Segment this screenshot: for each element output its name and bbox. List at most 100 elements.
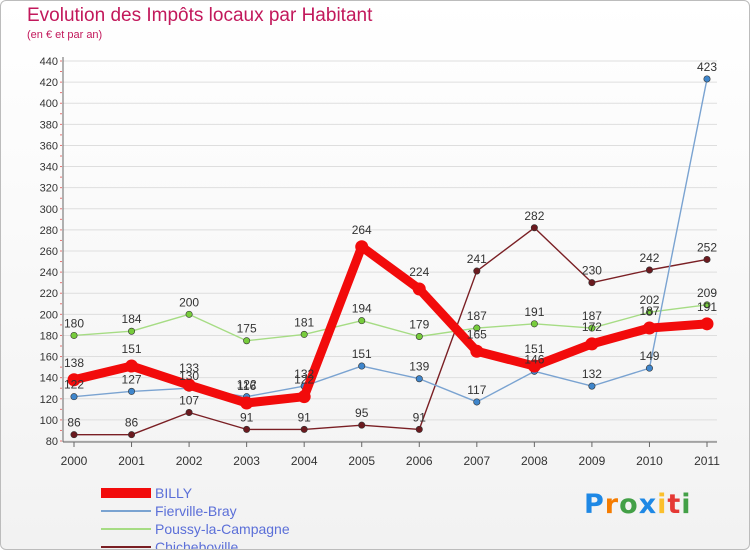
x-tick-label-2003: 2003: [233, 454, 260, 468]
point-billy-2001: [125, 359, 139, 373]
data-label-billy-2004: 122: [294, 373, 314, 387]
point-chicheboville-2010: [645, 266, 653, 274]
data-label-billy-2001: 151: [122, 342, 142, 356]
legend-item-chicheboville: Chicheboville: [101, 539, 341, 549]
data-label-chicheboville-2000: 86: [67, 416, 81, 430]
point-fierville-bray-2005: [358, 362, 366, 370]
data-label-poussy-la-campagne-2001: 184: [122, 312, 142, 326]
x-tick-label-2009: 2009: [579, 454, 606, 468]
data-label-billy-2007: 165: [467, 327, 487, 341]
logo-letter: t: [667, 489, 682, 520]
data-label-billy-2003: 116: [237, 379, 256, 393]
data-label-chicheboville-2011: 252: [697, 240, 717, 254]
point-billy-2009: [585, 337, 599, 351]
data-label-chicheboville-2003: 91: [240, 410, 254, 424]
point-billy-2003: [240, 396, 254, 410]
point-billy-2002: [182, 378, 196, 392]
series-lines: [67, 75, 714, 439]
series-line-billy: [69, 242, 712, 408]
point-billy-2008: [527, 359, 541, 373]
logo-letter: i: [657, 489, 668, 520]
point-poussy-la-campagne-2010: [645, 308, 653, 316]
legend-swatch-chicheboville: [101, 546, 151, 548]
x-tick-label-2011: 2011: [694, 454, 720, 468]
y-tick-label-400: 400: [40, 98, 58, 110]
legend-swatch-billy: [101, 488, 151, 498]
legend-item-billy: BILLY: [101, 485, 341, 503]
data-label-poussy-la-campagne-2008: 191: [524, 305, 544, 319]
y-tick-label-220: 220: [40, 288, 58, 300]
legend-label-fierville-bray: Fierville-Bray: [155, 503, 237, 519]
y-tick-label-260: 260: [40, 246, 58, 258]
point-billy-2010: [642, 321, 656, 335]
point-chicheboville-2007: [473, 267, 481, 275]
point-poussy-la-campagne-2011: [703, 301, 711, 309]
x-tick-label-2008: 2008: [521, 454, 548, 468]
data-label-billy-2010: 187: [639, 304, 659, 318]
data-label-chicheboville-2006: 91: [413, 410, 427, 424]
data-label-poussy-la-campagne-2010: 202: [639, 293, 659, 307]
data-labels: 86 86 107 91 91 95 91 241 282 230 242 252 180 184 200 1…: [64, 60, 717, 430]
data-label-chicheboville-2007: 241: [467, 252, 487, 266]
point-poussy-la-campagne-2003: [243, 337, 251, 345]
data-label-billy-2008: 151: [524, 342, 544, 356]
y-tick-label-240: 240: [40, 267, 58, 279]
data-label-fierville-bray-2008: 146: [524, 352, 544, 366]
point-chicheboville-2009: [588, 279, 596, 287]
y-tick-label-140: 140: [40, 373, 58, 385]
point-chicheboville-2008: [530, 224, 538, 232]
data-label-fierville-bray-2004: 132: [294, 367, 314, 381]
data-label-poussy-la-campagne-2005: 194: [352, 302, 372, 316]
y-tick-label-340: 340: [40, 162, 58, 174]
x-tick-label-2004: 2004: [291, 454, 318, 468]
data-label-poussy-la-campagne-2009: 187: [582, 309, 602, 323]
data-label-fierville-bray-2006: 139: [409, 360, 429, 374]
data-label-poussy-la-campagne-2004: 181: [294, 315, 314, 329]
data-label-billy-2009: 172: [582, 320, 602, 334]
point-billy-2005: [355, 240, 369, 254]
chart-title: Evolution des Impôts locaux par Habitant: [27, 5, 373, 26]
point-chicheboville-2011: [703, 255, 711, 263]
y-tick-label-180: 180: [40, 330, 58, 342]
legend-swatch-fierville-bray: [101, 510, 151, 512]
data-label-poussy-la-campagne-2003: 175: [237, 322, 257, 336]
point-billy-2000: [67, 373, 81, 387]
data-label-chicheboville-2001: 86: [125, 416, 139, 430]
data-label-chicheboville-2004: 91: [298, 410, 312, 424]
legend-swatch-poussy-la-campagne: [101, 528, 151, 530]
series-line-poussy-la-campagne: [73, 304, 708, 342]
point-poussy-la-campagne-2008: [530, 320, 538, 328]
point-poussy-la-campagne-2002: [185, 310, 193, 318]
point-chicheboville-2005: [358, 421, 366, 429]
data-label-poussy-la-campagne-2000: 180: [64, 316, 84, 330]
logo-letter: P: [584, 489, 605, 520]
grid-lines: [63, 60, 717, 442]
data-label-billy-2000: 138: [64, 356, 84, 370]
point-poussy-la-campagne-2001: [128, 327, 136, 335]
point-chicheboville-2001: [128, 431, 136, 439]
point-fierville-bray-2006: [415, 375, 423, 383]
y-tick-label-360: 360: [40, 140, 58, 152]
data-label-fierville-bray-2000: 122: [64, 378, 84, 392]
data-label-fierville-bray-2001: 127: [122, 372, 142, 386]
data-label-fierville-bray-2003: 122: [237, 378, 257, 392]
y-tick-label-440: 440: [40, 56, 58, 68]
data-label-chicheboville-2005: 95: [355, 406, 369, 420]
point-poussy-la-campagne-2005: [358, 317, 366, 325]
x-tick-label-2007: 2007: [463, 454, 490, 468]
data-label-billy-2006: 224: [409, 265, 429, 279]
point-poussy-la-campagne-2006: [415, 332, 423, 340]
series-line-fierville-bray: [73, 78, 708, 403]
legend-label-billy: BILLY: [155, 485, 193, 501]
data-label-chicheboville-2010: 242: [639, 251, 659, 265]
chart-subtitle: (en € et par an): [27, 29, 103, 41]
point-chicheboville-2002: [185, 408, 193, 416]
data-label-fierville-bray-2011: 423: [697, 60, 717, 74]
data-label-poussy-la-campagne-2006: 179: [409, 318, 429, 332]
point-chicheboville-2000: [70, 431, 78, 439]
y-tick-label-320: 320: [40, 183, 58, 195]
series-line-chicheboville: [73, 227, 708, 436]
y-tick-label-300: 300: [40, 204, 58, 216]
point-fierville-bray-2000: [70, 393, 78, 401]
